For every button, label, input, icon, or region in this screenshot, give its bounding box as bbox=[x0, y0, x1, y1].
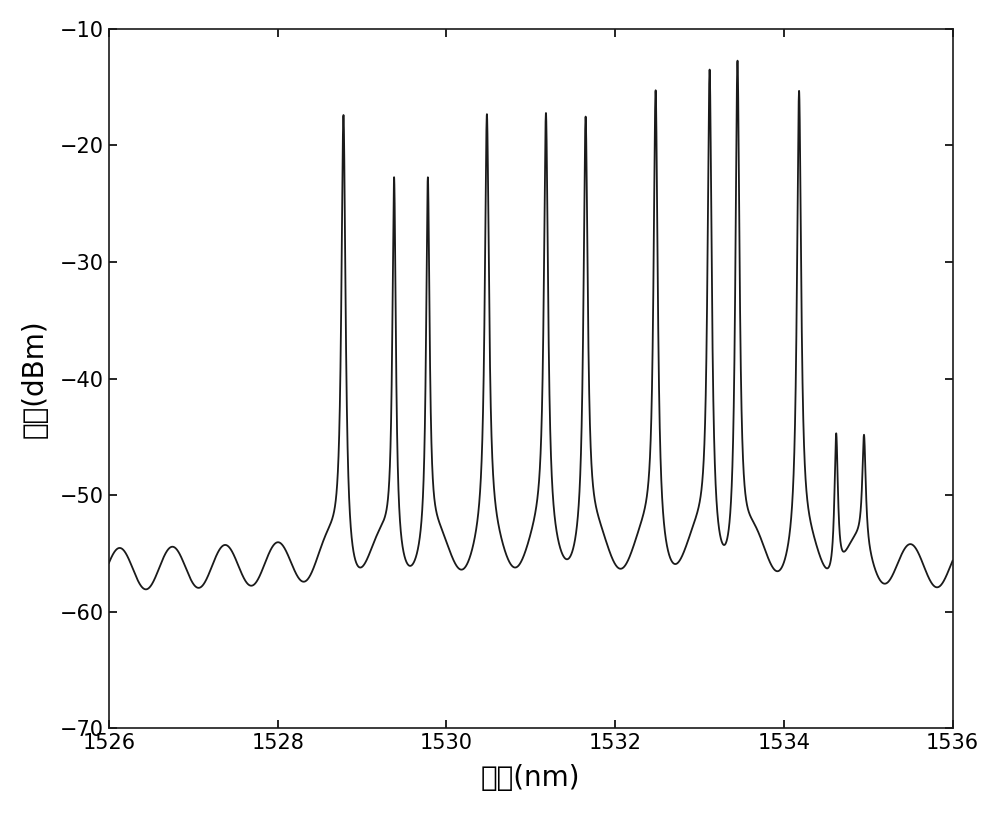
X-axis label: 波长(nm): 波长(nm) bbox=[481, 764, 581, 792]
Y-axis label: 光强(dBm): 光强(dBm) bbox=[21, 320, 49, 438]
